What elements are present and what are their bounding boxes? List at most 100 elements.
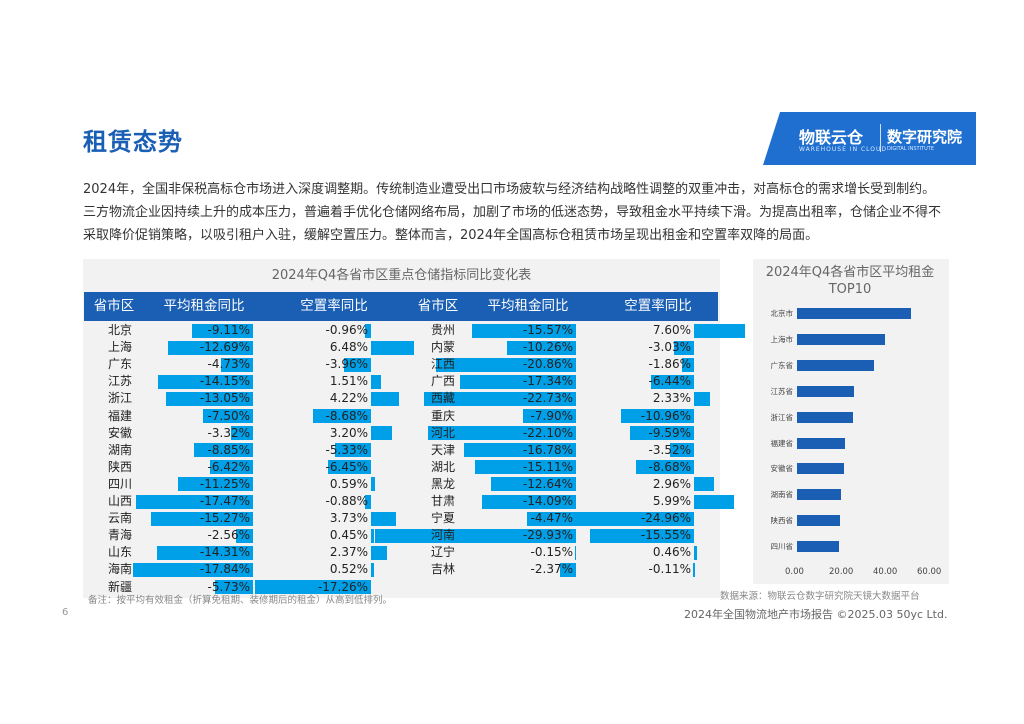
table-rent-cell: -6.42% (207, 459, 250, 474)
vacancy-bar (670, 443, 694, 458)
rent-bar (202, 409, 253, 423)
rank-axis-tick: 20.00 (829, 567, 854, 577)
table-rent-cell: -2.56% (207, 528, 250, 543)
table-header-cell: 省市区 (93, 298, 135, 314)
table-province-cell: 广东 (107, 357, 132, 372)
table-province-cell: 重庆 (430, 408, 455, 423)
table-vacancy-cell: 2.37% (329, 545, 368, 560)
rent-bar (427, 426, 576, 441)
table-province-cell: 湖南 (107, 442, 132, 457)
table-rent-cell: -17.84% (199, 562, 250, 577)
rent-bar (157, 545, 253, 560)
table-province-cell: 陕西 (107, 459, 132, 474)
table-rent-cell: -4.47% (530, 511, 573, 526)
rank-category-label: 陕西省 (770, 516, 794, 526)
vacancy-bar (371, 374, 382, 389)
table-vacancy-cell: 7.60% (652, 323, 691, 337)
table-header-cell: 平均租金同比 (163, 298, 245, 314)
rank-category-label: 安徽省 (770, 464, 794, 474)
table-province-cell: 云南 (107, 511, 132, 526)
table-header-cell: 空置率同比 (300, 298, 368, 314)
rent-bar (221, 357, 253, 372)
table-rent-cell: -14.31% (199, 545, 250, 560)
rank-bar (797, 541, 839, 553)
table-province-cell: 新疆 (107, 579, 132, 594)
table-vacancy-cell: -15.55% (640, 528, 691, 543)
rent-bar (463, 443, 576, 458)
rent-bar (135, 494, 253, 509)
vacancy-bar (371, 426, 393, 441)
table-rent-cell: -29.93% (522, 528, 573, 543)
table-rent-cell: -2.37% (530, 562, 573, 577)
rent-bar (507, 340, 576, 355)
rank-category-label: 福建省 (770, 438, 794, 448)
table-province-cell: 天津 (430, 442, 455, 457)
table-vacancy-cell: -3.52% (648, 442, 691, 457)
rent-bar (523, 409, 576, 423)
rent-bar (230, 426, 253, 441)
table-rent-cell: -22.10% (522, 425, 573, 440)
brand-logo: 物联云仓 WAREHOUSE IN CLOUD 数字研究院 DIGITAL IN… (763, 112, 976, 165)
vacancy-bar (694, 323, 745, 338)
rank-bar (797, 308, 912, 319)
table-vacancy-cell: -5.33% (325, 442, 368, 457)
table-province-cell: 海南 (107, 562, 132, 577)
rank-axis-tick: 60.00 (917, 567, 942, 577)
rank-chart-title: 2024年Q4各省市区平均租金TOP10 (765, 265, 935, 297)
table-rent-cell: -15.11% (522, 459, 573, 474)
table-vacancy-cell: 2.33% (652, 391, 691, 406)
logo-right-subtext: DIGITAL INSTITUTE (887, 146, 934, 152)
table-province-cell: 内蒙 (430, 340, 455, 355)
rent-bar (423, 391, 576, 406)
rent-bar (375, 528, 576, 543)
rank-bar (797, 385, 855, 397)
report-footer: 2024年全国物流地产市场报告 ©2025.03 50yc Ltd. (684, 608, 948, 621)
table-province-cell: 湖北 (430, 459, 455, 474)
rank-category-label: 上海市 (770, 334, 794, 344)
table-province-cell: 黑龙 (430, 476, 455, 491)
table-province-cell: 河南 (430, 528, 455, 543)
table-province-cell: 吉林 (430, 562, 455, 577)
table-rent-cell: -20.86% (522, 357, 573, 372)
table-province-cell: 西藏 (430, 391, 455, 406)
table-rent-cell: -15.57% (522, 323, 573, 337)
vacancy-bar (589, 528, 694, 543)
table-province-cell: 贵州 (430, 323, 455, 337)
vacancy-bar (365, 494, 371, 509)
table-vacancy-cell: 0.52% (329, 562, 368, 577)
vacancy-bar (371, 340, 415, 355)
table-rent-cell: -22.73% (522, 391, 573, 406)
table-rent-cell: -9.11% (207, 323, 250, 337)
table-vacancy-cell: 3.20% (329, 425, 368, 440)
rent-bar (481, 494, 576, 509)
rent-bar (133, 562, 253, 577)
rank-axis-tick: 40.00 (873, 567, 898, 577)
vacancy-bar (694, 545, 698, 560)
rent-bar (474, 460, 576, 475)
rent-bar (165, 391, 253, 406)
table-vacancy-cell: 5.99% (652, 494, 691, 508)
table-vacancy-cell: 4.22% (329, 391, 368, 406)
table-vacancy-cell: 6.48% (329, 340, 368, 355)
table-vacancy-cell: -3.03% (648, 340, 691, 355)
vacancy-bar (673, 340, 694, 355)
vacancy-bar (371, 545, 387, 560)
table-province-cell: 安徽 (107, 425, 132, 440)
table-vacancy-cell: -9.59% (648, 425, 691, 440)
rank-axis-tick: 0.00 (785, 567, 804, 577)
rank-category-label: 北京市 (770, 309, 794, 318)
vacancy-bar (694, 477, 714, 492)
logo-left-subtext: WAREHOUSE IN CLOUD (799, 146, 888, 153)
logo-separator (880, 124, 881, 152)
table-vacancy-cell: -8.68% (648, 459, 691, 474)
table-vacancy-cell: -0.88% (325, 494, 368, 508)
vacancy-bar (255, 580, 371, 594)
table-rent-cell: -0.15% (530, 545, 573, 560)
rent-bar (471, 323, 576, 338)
rank-category-label: 广东省 (770, 360, 794, 370)
table-province-cell: 甘肃 (430, 494, 455, 508)
table-province-cell: 广西 (430, 374, 455, 389)
table-province-cell: 山西 (107, 494, 132, 508)
vacancy-bar (371, 528, 374, 543)
table-province-cell: 四川 (107, 476, 132, 491)
